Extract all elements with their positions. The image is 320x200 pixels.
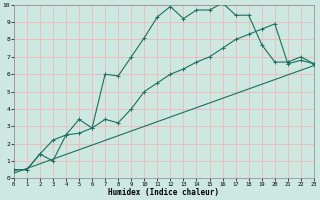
X-axis label: Humidex (Indice chaleur): Humidex (Indice chaleur) (108, 188, 220, 197)
